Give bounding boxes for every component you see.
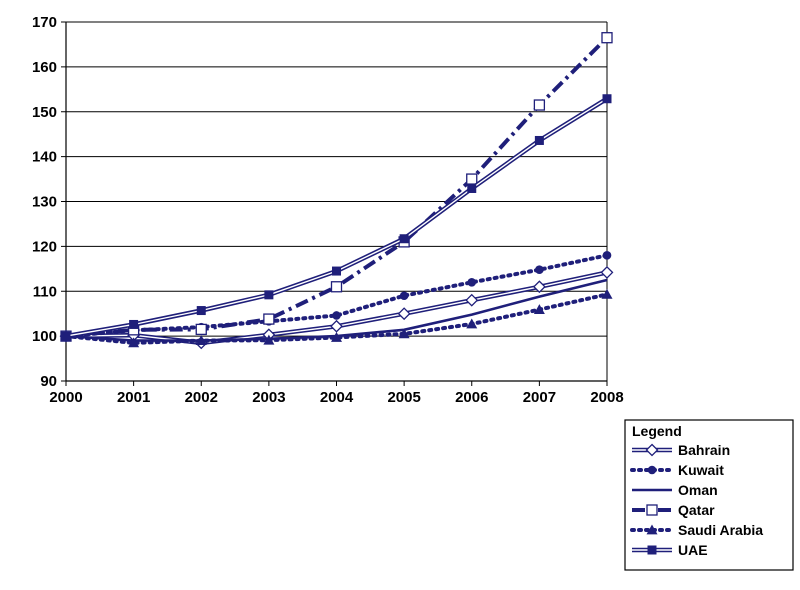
series-saudi-arabia (60, 288, 613, 348)
y-tick-label: 140 (32, 149, 57, 166)
x-tick-label: 2008 (590, 389, 623, 406)
point-kuwait (399, 291, 409, 301)
point-bahrain (600, 265, 614, 279)
x-tick-label: 2005 (387, 389, 420, 406)
series-layer (59, 32, 614, 350)
point-kuwait (535, 265, 544, 275)
legend-label-saudi-arabia: Saudi Arabia (678, 522, 763, 538)
point-uae (602, 94, 612, 104)
legend-marker-saudi-arabia (646, 524, 658, 535)
y-tick-label: 150 (32, 104, 57, 121)
legend-item-saudi-arabia: Saudi Arabia (630, 522, 763, 538)
point-saudi-arabia (398, 328, 410, 339)
point-bahrain (330, 319, 343, 333)
y-tick-label: 170 (32, 14, 57, 31)
legend-item-bahrain: Bahrain (632, 442, 730, 458)
y-tick-label: 120 (32, 238, 57, 255)
axes (61, 21, 608, 386)
point-uae (196, 306, 206, 316)
series-uae (61, 94, 612, 341)
point-saudi-arabia (601, 288, 613, 299)
legend-marker-bahrain (645, 443, 659, 457)
point-qatar (533, 99, 546, 111)
point-saudi-arabia (263, 334, 275, 345)
point-saudi-arabia (466, 318, 478, 329)
legend-label-qatar: Qatar (678, 502, 715, 518)
point-bahrain (397, 307, 411, 321)
point-saudi-arabia (128, 337, 140, 348)
tick-labels: 90 100 110 120 130 140 150 160 170 2000 2001 2002 20… (32, 14, 624, 406)
y-tick-label: 90 (40, 373, 57, 390)
point-uae (534, 135, 544, 145)
legend-title: Legend (632, 423, 682, 439)
point-uae (129, 319, 139, 329)
point-kuwait (467, 277, 477, 287)
legend-marker-kuwait (647, 465, 657, 475)
point-kuwait (332, 311, 341, 320)
legend-item-uae: UAE (632, 542, 708, 558)
legend-marker-qatar (646, 504, 658, 516)
x-tick-label: 2004 (320, 389, 354, 406)
y-tick-label: 110 (33, 283, 57, 300)
point-qatar (466, 173, 478, 185)
legend-label-kuwait: Kuwait (678, 462, 724, 478)
point-saudi-arabia (533, 304, 545, 315)
point-uae (61, 331, 71, 341)
legend-label-bahrain: Bahrain (678, 442, 730, 458)
point-bahrain (532, 280, 546, 294)
point-saudi-arabia (331, 331, 342, 342)
x-tick-label: 2007 (523, 389, 556, 406)
point-qatar (195, 323, 207, 336)
point-uae (399, 234, 409, 244)
x-tick-label: 2002 (185, 389, 218, 406)
point-qatar (263, 313, 275, 325)
y-tick-label: 100 (32, 328, 57, 345)
series-saudi-arabia-line (64, 292, 609, 345)
x-tick-label: 2000 (49, 389, 82, 406)
x-tick-label: 2006 (455, 389, 488, 406)
legend-label-oman: Oman (678, 482, 718, 498)
point-uae (467, 183, 477, 193)
legend-item-qatar: Qatar (632, 502, 715, 518)
series-qatar (60, 32, 613, 342)
y-tick-label: 130 (32, 194, 57, 211)
legend: Legend Bahrain Kuwait Oman Qatar Saudi Arabi… (624, 419, 794, 571)
point-saudi-arabia (195, 335, 207, 346)
point-qatar (330, 281, 343, 293)
point-qatar (601, 32, 613, 44)
x-tick-label: 2003 (252, 389, 285, 406)
point-uae (264, 290, 274, 300)
legend-item-kuwait: Kuwait (630, 462, 724, 478)
point-uae (332, 266, 341, 276)
legend-marker-uae (647, 545, 657, 555)
legend-label-uae: UAE (678, 542, 708, 558)
x-tick-label: 2001 (117, 389, 150, 406)
y-tick-label: 160 (32, 59, 57, 76)
point-kuwait (602, 251, 612, 260)
legend-item-oman: Oman (632, 482, 718, 498)
point-bahrain (465, 293, 479, 307)
